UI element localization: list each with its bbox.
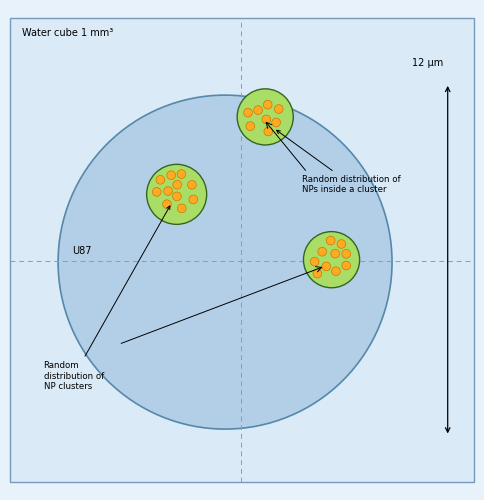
Circle shape bbox=[322, 262, 331, 270]
Circle shape bbox=[313, 269, 322, 278]
Circle shape bbox=[246, 122, 255, 130]
Circle shape bbox=[173, 180, 182, 189]
Circle shape bbox=[164, 186, 172, 196]
Circle shape bbox=[243, 108, 252, 117]
Circle shape bbox=[262, 115, 271, 124]
Circle shape bbox=[147, 164, 207, 224]
Circle shape bbox=[254, 106, 262, 114]
Circle shape bbox=[263, 100, 272, 109]
Circle shape bbox=[156, 176, 165, 184]
Circle shape bbox=[264, 127, 272, 136]
Circle shape bbox=[342, 261, 350, 270]
Text: U87: U87 bbox=[72, 246, 91, 256]
Circle shape bbox=[326, 236, 335, 245]
Text: Water cube 1 mm³: Water cube 1 mm³ bbox=[22, 28, 113, 38]
Circle shape bbox=[274, 104, 283, 114]
Circle shape bbox=[163, 200, 171, 208]
Circle shape bbox=[58, 95, 392, 429]
Circle shape bbox=[177, 170, 186, 178]
Circle shape bbox=[342, 250, 350, 258]
Text: Random
distribution of
NP clusters: Random distribution of NP clusters bbox=[44, 206, 170, 391]
Circle shape bbox=[177, 204, 186, 212]
Circle shape bbox=[272, 118, 281, 127]
Text: Random distribution of
NPs inside a cluster: Random distribution of NPs inside a clus… bbox=[276, 130, 401, 194]
Circle shape bbox=[189, 195, 197, 204]
Circle shape bbox=[303, 232, 360, 288]
Circle shape bbox=[188, 180, 197, 189]
Circle shape bbox=[332, 267, 340, 276]
Circle shape bbox=[167, 171, 176, 179]
Circle shape bbox=[310, 258, 319, 266]
Circle shape bbox=[237, 89, 293, 145]
Text: 12 μm: 12 μm bbox=[411, 58, 443, 68]
Circle shape bbox=[337, 240, 346, 248]
Circle shape bbox=[173, 192, 182, 201]
Circle shape bbox=[318, 248, 327, 256]
Circle shape bbox=[152, 188, 161, 196]
Circle shape bbox=[331, 250, 340, 258]
